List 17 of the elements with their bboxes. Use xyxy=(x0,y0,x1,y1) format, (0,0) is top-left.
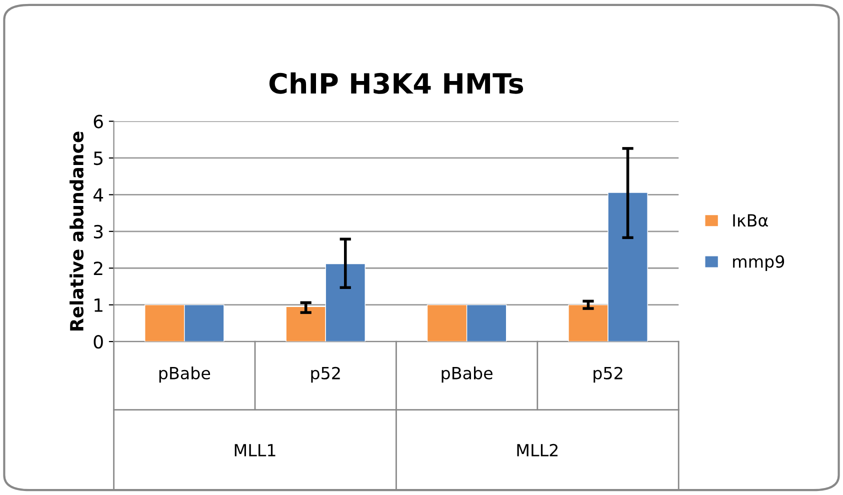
text: MLL1 xyxy=(234,444,276,456)
y-tick-label: 3 xyxy=(94,224,103,239)
legend-label: mmp9 xyxy=(733,255,784,272)
y-tick-label: 5 xyxy=(94,152,103,166)
y-tick-label: 6 xyxy=(94,114,103,128)
y-axis-title: Relative abundance xyxy=(70,132,84,330)
x-tick-label: p52 xyxy=(594,366,622,383)
y-tick-label: 0 xyxy=(94,335,103,349)
legend-label: IκBα xyxy=(733,214,768,227)
x-tick-label: pBabe xyxy=(442,366,492,383)
x-tick-label: pBabe xyxy=(159,366,210,383)
y-tick-label: 1 xyxy=(94,298,102,312)
y-tick-label: 4 xyxy=(93,188,104,202)
text: MLL2 xyxy=(517,444,558,456)
y-tick-label: 2 xyxy=(94,262,102,275)
chart-title: ChIP H3K4 HMTs xyxy=(269,72,524,94)
x-tick-label: p52 xyxy=(311,366,340,383)
